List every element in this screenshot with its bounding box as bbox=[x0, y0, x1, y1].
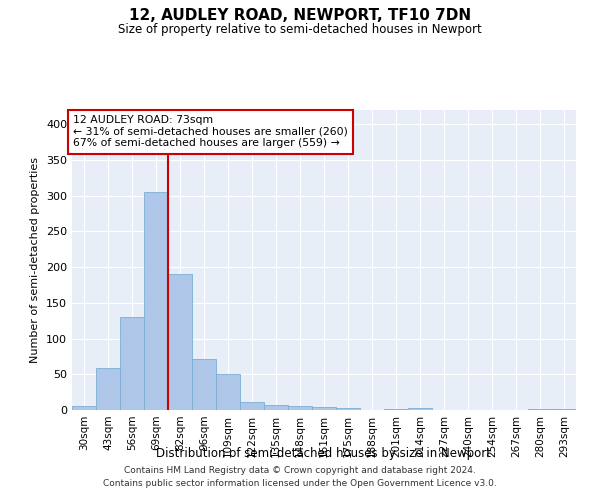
Bar bbox=[313, 407, 335, 410]
Bar bbox=[553, 408, 575, 410]
Bar bbox=[145, 192, 167, 410]
Bar bbox=[265, 405, 287, 410]
Bar bbox=[385, 408, 407, 410]
Bar bbox=[529, 408, 551, 410]
Text: Contains HM Land Registry data © Crown copyright and database right 2024.
Contai: Contains HM Land Registry data © Crown c… bbox=[103, 466, 497, 487]
Text: 12, AUDLEY ROAD, NEWPORT, TF10 7DN: 12, AUDLEY ROAD, NEWPORT, TF10 7DN bbox=[129, 8, 471, 22]
Bar bbox=[241, 402, 263, 410]
Bar bbox=[217, 374, 239, 410]
Bar bbox=[409, 408, 431, 410]
Bar bbox=[289, 406, 311, 410]
Text: Distribution of semi-detached houses by size in Newport: Distribution of semi-detached houses by … bbox=[157, 448, 491, 460]
Bar bbox=[337, 408, 359, 410]
Bar bbox=[121, 317, 143, 410]
Bar bbox=[169, 274, 191, 410]
Bar bbox=[193, 358, 215, 410]
Bar bbox=[73, 406, 95, 410]
Text: Size of property relative to semi-detached houses in Newport: Size of property relative to semi-detach… bbox=[118, 22, 482, 36]
Y-axis label: Number of semi-detached properties: Number of semi-detached properties bbox=[31, 157, 40, 363]
Text: 12 AUDLEY ROAD: 73sqm
← 31% of semi-detached houses are smaller (260)
67% of sem: 12 AUDLEY ROAD: 73sqm ← 31% of semi-deta… bbox=[73, 115, 348, 148]
Bar bbox=[97, 368, 119, 410]
